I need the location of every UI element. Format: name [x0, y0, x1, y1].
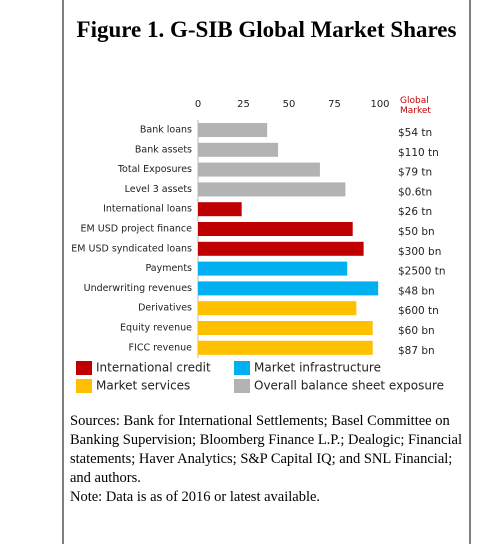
- market-size-label: $87 bn: [398, 345, 435, 357]
- y-tick-label: Payments: [145, 263, 192, 274]
- bar: [198, 162, 320, 177]
- market-size-label: $26 tn: [398, 206, 432, 218]
- bar: [198, 241, 364, 256]
- y-tick-label: Level 3 assets: [125, 184, 192, 195]
- bar: [198, 123, 268, 137]
- y-tick-label: EM USD syndicated loans: [71, 243, 192, 254]
- frame: [62, 0, 471, 544]
- bar: [198, 182, 346, 197]
- market-size-label: $54 tn: [398, 127, 432, 139]
- legend-swatch: [76, 361, 92, 375]
- y-tick-label: Bank assets: [135, 144, 192, 155]
- market-size-label: $2500 tn: [398, 266, 446, 278]
- y-tick-label: Total Exposures: [117, 164, 192, 175]
- y-tick-label: Bank loans: [140, 125, 192, 136]
- market-size-label: $48 bn: [398, 285, 435, 297]
- bar: [198, 222, 353, 236]
- legend-label: Overall balance sheet exposure: [254, 379, 444, 393]
- x-tick-label: 50: [283, 99, 296, 110]
- x-tick-label: 25: [237, 99, 250, 110]
- legend-swatch: [234, 361, 250, 375]
- bar: [198, 281, 379, 296]
- market-size-label: $60 bn: [398, 325, 435, 337]
- x-tick-label: 100: [370, 99, 389, 110]
- market-header: Global Market: [400, 96, 431, 116]
- y-tick-label: International loans: [103, 204, 192, 215]
- bar: [198, 142, 279, 157]
- market-size-label: $600 tn: [398, 305, 439, 317]
- legend-swatch: [76, 379, 92, 393]
- legend-label: Market infrastructure: [254, 361, 381, 375]
- y-tick-label: EM USD project finance: [81, 224, 193, 235]
- bar: [198, 202, 242, 217]
- sources-text: Sources: Bank for International Settleme…: [70, 413, 462, 486]
- sources: Sources: Bank for International Settleme…: [70, 412, 465, 507]
- market-size-label: $79 tn: [398, 167, 432, 179]
- y-tick-label: Derivatives: [138, 303, 192, 314]
- legend-label: International credit: [96, 361, 211, 375]
- y-tick-label: Underwriting revenues: [84, 283, 192, 294]
- bar: [198, 301, 357, 316]
- legend-label: Market services: [96, 379, 190, 393]
- legend-swatch: [234, 379, 250, 393]
- chart-title: Figure 1. G-SIB Global Market Shares: [76, 17, 457, 42]
- bar: [198, 261, 348, 276]
- y-tick-label: Equity revenue: [120, 323, 192, 334]
- x-tick-label: 75: [328, 99, 341, 110]
- bar: [198, 321, 373, 335]
- note-text: Note: Data is as of 2016 or latest avail…: [70, 489, 321, 505]
- y-tick-label: FICC revenue: [129, 342, 193, 353]
- market-size-label: $50 bn: [398, 226, 435, 238]
- market-size-label: $110 tn: [398, 147, 439, 159]
- market-size-label: $300 bn: [398, 246, 441, 258]
- x-tick-label: 0: [195, 99, 201, 110]
- bar: [198, 340, 373, 355]
- market-size-label: $0.6tn: [398, 186, 432, 198]
